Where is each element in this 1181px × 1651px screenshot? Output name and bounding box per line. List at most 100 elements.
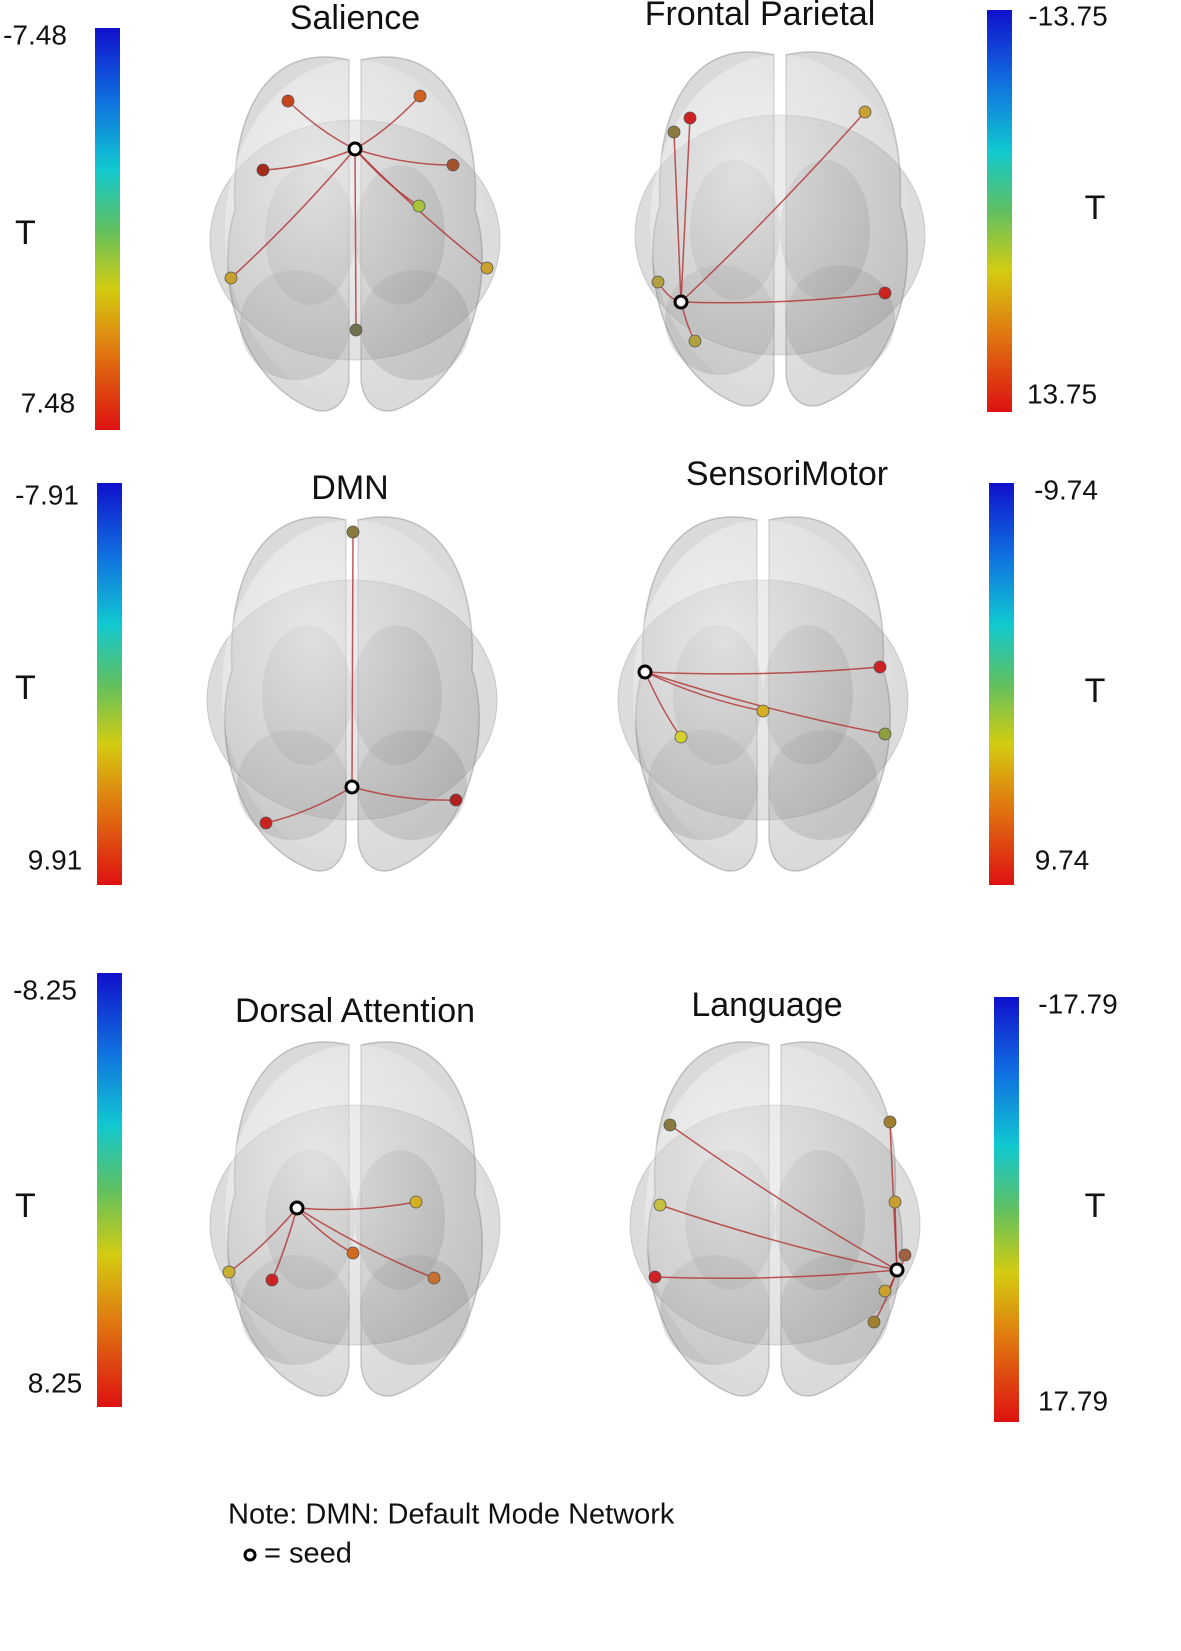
node bbox=[412, 199, 426, 213]
panel-title: SensoriMotor bbox=[686, 455, 888, 493]
node bbox=[898, 1248, 912, 1262]
colorbar-max-label: -7.48 bbox=[3, 19, 67, 50]
colorbar bbox=[95, 28, 120, 430]
node bbox=[222, 1265, 236, 1279]
connection bbox=[351, 786, 457, 801]
connection bbox=[296, 1207, 435, 1279]
colorbar bbox=[97, 483, 122, 885]
node bbox=[663, 1118, 677, 1132]
node bbox=[667, 125, 681, 139]
seed-node bbox=[289, 1200, 305, 1216]
node bbox=[413, 89, 427, 103]
connection bbox=[354, 95, 421, 150]
connection bbox=[228, 1207, 298, 1273]
connection bbox=[680, 292, 886, 304]
connection bbox=[354, 148, 357, 331]
colorbar-title: T bbox=[1085, 189, 1106, 227]
node bbox=[878, 286, 892, 300]
node bbox=[224, 271, 238, 285]
seed-node bbox=[673, 294, 689, 310]
node bbox=[346, 1246, 360, 1260]
connection bbox=[659, 1204, 898, 1271]
panel-title: DMN bbox=[311, 469, 388, 507]
seed-icon bbox=[243, 1548, 257, 1562]
node bbox=[281, 94, 295, 108]
colorbar bbox=[987, 10, 1012, 412]
colorbar-min-label: 8.25 bbox=[28, 1367, 83, 1398]
colorbar-title: T bbox=[15, 214, 36, 252]
seed-node bbox=[637, 664, 653, 680]
colorbar bbox=[989, 483, 1014, 885]
colorbar-max-label: -7.91 bbox=[15, 479, 79, 510]
panel-title: Language bbox=[691, 986, 842, 1024]
node bbox=[674, 730, 688, 744]
node bbox=[265, 1273, 279, 1287]
connection bbox=[262, 148, 356, 171]
node bbox=[683, 111, 697, 125]
node bbox=[653, 1198, 667, 1212]
node bbox=[427, 1271, 441, 1285]
connection bbox=[351, 531, 354, 788]
seed-node bbox=[889, 1262, 905, 1278]
connection bbox=[296, 1201, 417, 1211]
colorbar-max-label: -17.79 bbox=[1038, 988, 1117, 1019]
seed-legend: = seed bbox=[264, 1538, 352, 1570]
node bbox=[688, 334, 702, 348]
connection bbox=[354, 148, 488, 269]
brain bbox=[617, 516, 909, 872]
node bbox=[756, 704, 770, 718]
seed-node bbox=[344, 779, 360, 795]
colorbar-max-label: -13.75 bbox=[1028, 0, 1107, 31]
node bbox=[648, 1270, 662, 1284]
seed-node bbox=[347, 141, 363, 157]
colorbar-min-label: 17.79 bbox=[1038, 1385, 1108, 1416]
colorbar-title: T bbox=[15, 1187, 36, 1225]
connection bbox=[644, 666, 881, 675]
colorbar-title: T bbox=[15, 669, 36, 707]
colorbar-max-label: -9.74 bbox=[1034, 474, 1098, 505]
brain bbox=[209, 1041, 501, 1397]
connection bbox=[654, 1269, 898, 1279]
brain bbox=[629, 1041, 921, 1397]
note: Note: DMN: Default Mode Network bbox=[228, 1499, 675, 1531]
panel-title: Dorsal Attention bbox=[235, 992, 475, 1030]
colorbar bbox=[994, 997, 1019, 1422]
colorbar-title: T bbox=[1085, 672, 1106, 710]
node bbox=[858, 105, 872, 119]
node bbox=[878, 727, 892, 741]
node bbox=[259, 816, 273, 830]
connection bbox=[673, 131, 682, 303]
connection bbox=[354, 148, 454, 166]
panel-title: Salience bbox=[290, 0, 420, 37]
brain bbox=[209, 56, 501, 412]
panel-title: Frontal Parietal bbox=[645, 0, 876, 33]
node bbox=[349, 323, 363, 337]
colorbar-min-label: 13.75 bbox=[1027, 378, 1097, 409]
node bbox=[409, 1195, 423, 1209]
node bbox=[883, 1115, 897, 1129]
brain bbox=[634, 51, 926, 407]
connection bbox=[265, 786, 353, 824]
node bbox=[480, 261, 494, 275]
colorbar-min-label: 7.48 bbox=[21, 387, 76, 418]
brain-sheen bbox=[633, 520, 893, 860]
brain-sheen bbox=[225, 1045, 485, 1385]
node bbox=[446, 158, 460, 172]
colorbar-title: T bbox=[1085, 1187, 1106, 1225]
colorbar bbox=[97, 973, 122, 1407]
node bbox=[449, 793, 463, 807]
node bbox=[873, 660, 887, 674]
node bbox=[867, 1315, 881, 1329]
colorbar-min-label: 9.91 bbox=[28, 844, 83, 875]
colorbar-min-label: 9.74 bbox=[1035, 844, 1090, 875]
brain-sheen bbox=[650, 55, 910, 395]
node bbox=[346, 525, 360, 539]
colorbar-max-label: -8.25 bbox=[13, 974, 77, 1005]
brain-sheen bbox=[645, 1045, 905, 1385]
node bbox=[256, 163, 270, 177]
connection bbox=[680, 111, 866, 303]
node bbox=[651, 275, 665, 289]
connection bbox=[680, 117, 691, 303]
connection bbox=[644, 671, 764, 712]
